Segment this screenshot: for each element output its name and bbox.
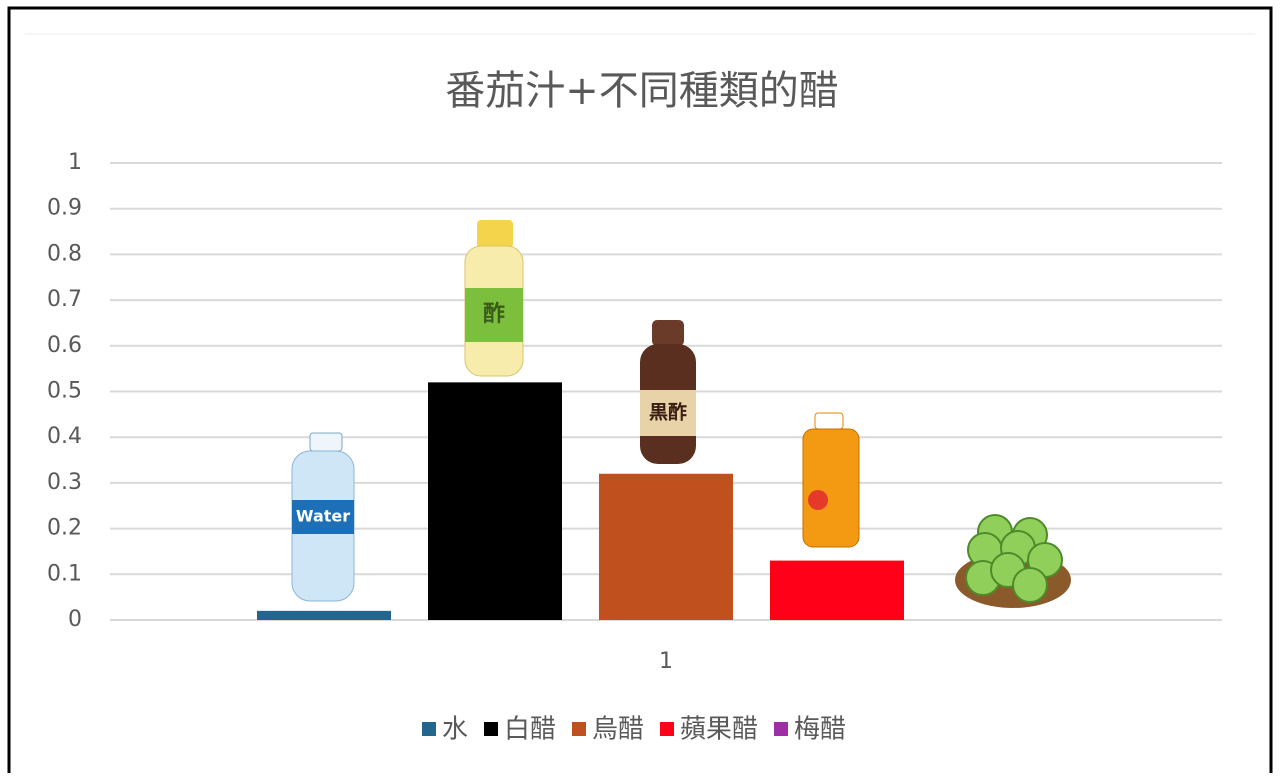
legend-swatch — [572, 722, 586, 736]
bar — [770, 560, 904, 620]
illustration-label: Water — [296, 507, 350, 526]
bottle-cap — [477, 220, 513, 248]
y-tick-label: 0.4 — [47, 424, 82, 449]
legend: 水 白醋 烏醋 蘋果醋 梅醋 — [422, 715, 846, 745]
y-tick-label: 0.5 — [47, 379, 82, 404]
bar — [257, 610, 391, 620]
illustrations: Water 酢 黒酢 — [291, 220, 1071, 608]
bar — [428, 382, 562, 620]
bottle-cap — [814, 412, 844, 430]
y-tick-label: 1 — [68, 150, 82, 175]
apple-icon — [808, 490, 828, 510]
legend-label: 蘋果醋 — [680, 715, 758, 745]
illustration-label: 黒酢 — [649, 401, 687, 424]
bottle-label — [292, 500, 354, 534]
legend-label: 白醋 — [504, 715, 556, 745]
chart-title: 番茄汁+不同種類的醋 — [445, 68, 839, 114]
legend-swatch — [660, 722, 674, 736]
bottle-cap — [309, 432, 343, 452]
illustration-label: 酢 — [483, 302, 505, 327]
bottle-label — [640, 390, 696, 436]
legend-swatch — [422, 722, 436, 736]
bottle-label — [465, 288, 523, 342]
legend-label: 烏醋 — [592, 715, 644, 745]
apple-vinegar-bottle — [802, 428, 860, 548]
y-tick-label: 0.8 — [47, 241, 82, 266]
legend-label: 梅醋 — [794, 715, 846, 745]
bar — [599, 473, 733, 620]
y-tick-label: 0.2 — [47, 516, 82, 541]
y-tick-label: 0.9 — [47, 196, 82, 221]
y-tick-label: 0.1 — [47, 561, 82, 586]
plot: 0 0.1 0.2 0.3 0.4 0.5 0.6 0.7 0.8 0.9 1 1 — [47, 150, 1222, 674]
bottle-cap — [652, 320, 684, 346]
y-tick-label: 0.3 — [47, 470, 82, 495]
plums — [965, 514, 1063, 603]
y-tick-label: 0.6 — [47, 333, 82, 358]
legend-label: 水 — [442, 715, 468, 745]
y-tick-label: 0 — [68, 607, 82, 632]
legend-swatch — [484, 722, 498, 736]
y-tick-label: 0.7 — [47, 287, 82, 312]
x-tick-label: 1 — [659, 649, 673, 674]
legend-swatch — [774, 722, 788, 736]
